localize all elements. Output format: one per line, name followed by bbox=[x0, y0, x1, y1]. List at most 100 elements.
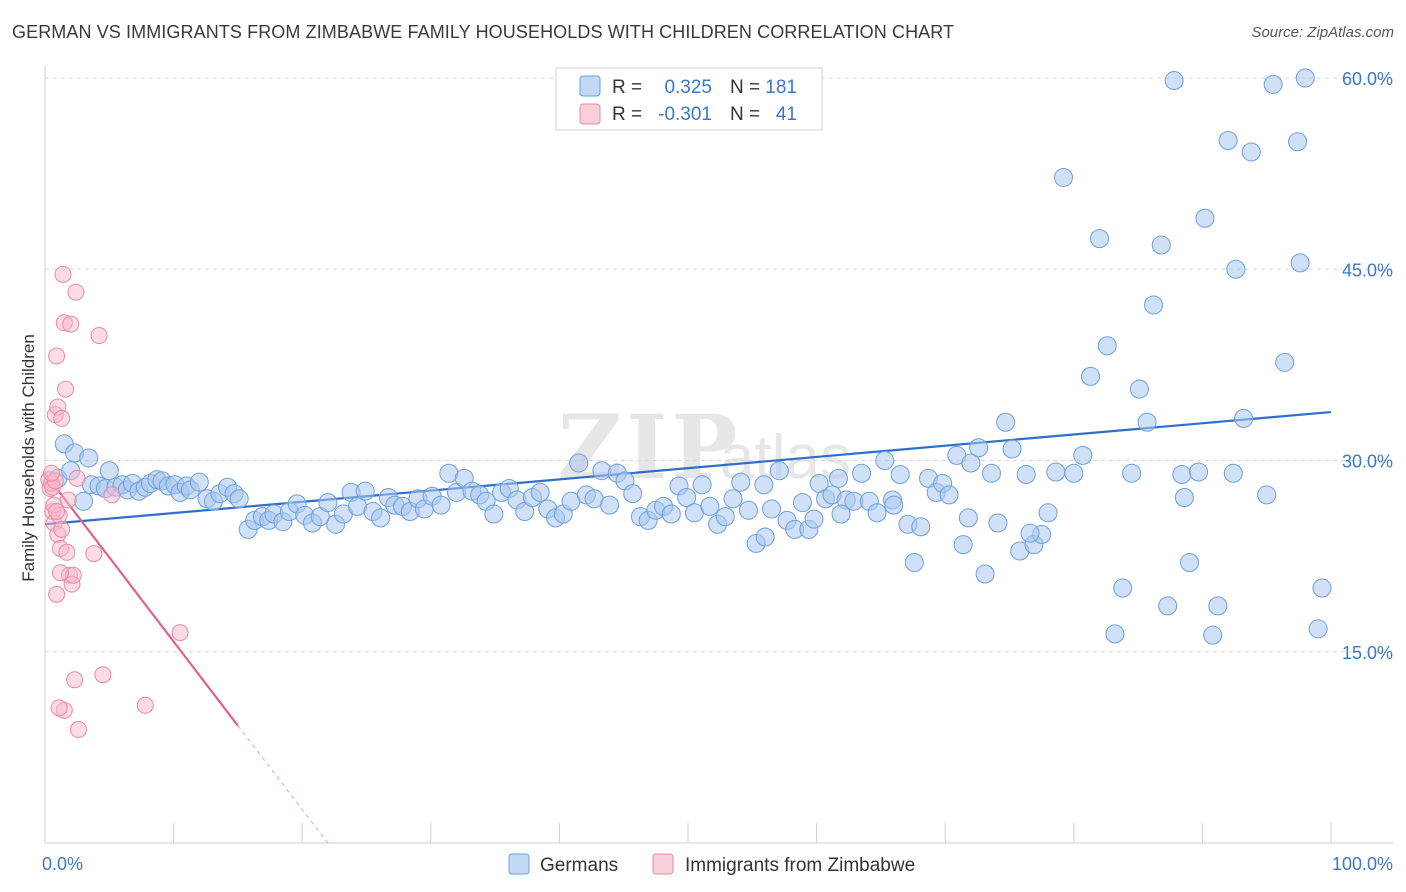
bottom-legend-label-germans: Germans bbox=[540, 855, 618, 876]
german-point bbox=[1073, 445, 1093, 465]
german-point bbox=[318, 493, 338, 513]
german-point bbox=[792, 493, 812, 513]
zimbabwe-point bbox=[42, 464, 60, 482]
german-point bbox=[1020, 523, 1040, 543]
german-point bbox=[1054, 167, 1074, 187]
german-point bbox=[911, 517, 931, 537]
zimbabwe-trend-extension bbox=[237, 725, 329, 844]
german-point bbox=[969, 438, 989, 458]
german-point bbox=[1290, 253, 1310, 273]
zimbabwe-point bbox=[103, 486, 121, 504]
x-tick-labels: 0.0% 100.0% bbox=[42, 854, 1393, 874]
german-point bbox=[1081, 366, 1101, 386]
german-point bbox=[975, 564, 995, 584]
german-point bbox=[828, 468, 848, 488]
zimbabwe-point bbox=[90, 327, 108, 345]
german-point bbox=[1308, 619, 1328, 639]
zimbabwe-point bbox=[50, 699, 68, 717]
y-tick-label: 30.0% bbox=[1342, 452, 1393, 472]
german-point bbox=[189, 472, 209, 492]
german-point bbox=[677, 487, 697, 507]
german-points bbox=[48, 68, 1332, 645]
y-tick-labels: 15.0% 30.0% 45.0% 60.0% bbox=[1342, 69, 1393, 663]
legend-n-label-germans: N = bbox=[730, 77, 760, 98]
legend-swatch-zimbabwe bbox=[579, 103, 601, 125]
zimbabwe-point bbox=[66, 671, 84, 689]
source-note: Source: ZipAtlas.com bbox=[1251, 24, 1394, 41]
german-point bbox=[755, 527, 775, 547]
german-point bbox=[1172, 465, 1192, 485]
german-point bbox=[569, 453, 589, 473]
german-point bbox=[875, 451, 895, 470]
german-point bbox=[1129, 379, 1149, 399]
zimbabwe-point bbox=[54, 265, 72, 283]
german-point bbox=[1174, 487, 1194, 507]
german-point bbox=[1223, 463, 1243, 483]
legend-r-value-zimbabwe: -0.301 bbox=[658, 104, 712, 125]
german-point bbox=[1038, 503, 1058, 523]
chart-title: GERMAN VS IMMIGRANTS FROM ZIMBABWE FAMIL… bbox=[12, 22, 955, 42]
german-point bbox=[1295, 68, 1315, 88]
german-point bbox=[1046, 462, 1066, 482]
zimbabwe-point bbox=[85, 545, 103, 563]
german-point bbox=[623, 484, 643, 504]
german-point bbox=[700, 496, 720, 516]
german-point bbox=[939, 485, 959, 505]
german-point bbox=[904, 553, 924, 572]
german-point bbox=[1016, 465, 1036, 485]
german-point bbox=[692, 475, 712, 495]
legend-r-label-zimbabwe: R = bbox=[612, 104, 642, 125]
german-point bbox=[1241, 142, 1261, 162]
german-point bbox=[1064, 463, 1084, 483]
zimbabwe-point bbox=[57, 380, 75, 398]
german-point bbox=[804, 509, 824, 529]
german-point bbox=[738, 500, 758, 520]
zimbabwe-point bbox=[48, 585, 66, 603]
zimbabwe-point bbox=[53, 520, 71, 538]
german-point bbox=[890, 465, 910, 485]
trend-lines bbox=[44, 410, 1332, 844]
german-point bbox=[1195, 208, 1215, 228]
x-tick-label: 100.0% bbox=[1332, 854, 1393, 874]
axes bbox=[44, 66, 1393, 844]
german-point bbox=[884, 495, 904, 515]
german-point bbox=[79, 448, 99, 468]
legend: R = 0.325 N = 181 R = -0.301 N = 41 bbox=[555, 67, 823, 131]
german-point bbox=[961, 453, 981, 473]
german-point bbox=[74, 491, 94, 511]
german-point bbox=[484, 504, 504, 524]
zimbabwe-point bbox=[67, 283, 85, 301]
legend-r-label-germans: R = bbox=[612, 77, 642, 98]
zimbabwe-point bbox=[48, 503, 66, 520]
german-point bbox=[1203, 625, 1223, 645]
german-point bbox=[1263, 74, 1283, 94]
german-point bbox=[1144, 295, 1164, 315]
german-point bbox=[1137, 412, 1157, 432]
german-point bbox=[1090, 229, 1110, 249]
watermark-zip: ZIP bbox=[558, 395, 742, 499]
y-tick-label: 15.0% bbox=[1342, 643, 1393, 663]
german-point bbox=[996, 412, 1016, 432]
german-point bbox=[754, 475, 774, 495]
german-point bbox=[1189, 462, 1209, 482]
x-tick-label: 0.0% bbox=[42, 854, 83, 874]
german-point bbox=[99, 461, 119, 481]
german-point bbox=[355, 481, 375, 501]
german-point bbox=[431, 495, 451, 515]
german-point bbox=[1288, 132, 1308, 152]
bottom-legend-swatch-germans bbox=[508, 853, 530, 875]
zimbabwe-point bbox=[136, 696, 154, 714]
zimbabwe-trend-line bbox=[44, 472, 239, 727]
german-point bbox=[1164, 71, 1184, 91]
bottom-legend: Germans Immigrants from Zimbabwe bbox=[508, 853, 915, 876]
german-point bbox=[1275, 352, 1295, 372]
german-point bbox=[1257, 485, 1277, 505]
y-tick-label: 60.0% bbox=[1342, 69, 1393, 89]
bottom-legend-label-zimbabwe: Immigrants from Zimbabwe bbox=[685, 855, 915, 876]
zimbabwe-point bbox=[69, 721, 87, 739]
legend-swatch-germans bbox=[579, 75, 601, 97]
german-point bbox=[600, 495, 620, 515]
german-point bbox=[229, 489, 249, 509]
german-point bbox=[1226, 259, 1246, 279]
legend-n-label-zimbabwe: N = bbox=[730, 104, 760, 125]
